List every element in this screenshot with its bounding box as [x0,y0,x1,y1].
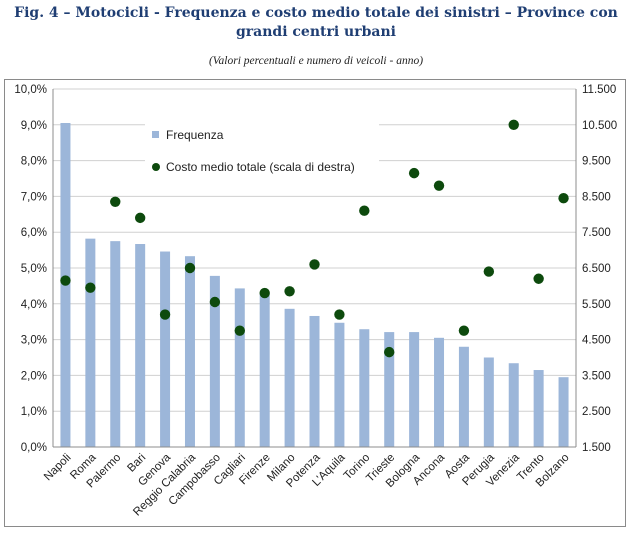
y-left-tick-label: 6,0% [21,227,47,239]
y-left-tick-label: 9,0% [21,120,47,132]
data-point [359,205,370,216]
data-point [184,262,196,274]
bar [284,308,295,447]
bar [434,337,445,447]
bar [359,329,370,447]
combo-chart: 0,0% 1,0% 2,0% 3,0% 4,0% 5,0% 6,0% 7,0% 8,0% 9,0%… [14,84,617,518]
bar [160,251,171,447]
y-left-tick-label: 5,0% [21,263,47,275]
legend-label: Costo medio totale (scala di destra) [166,160,355,174]
y-right-tick-label: 2.500 [582,406,611,418]
data-point [159,309,171,320]
y-left-tick-label: 8,0% [21,156,47,168]
bar [458,346,469,447]
y-left-tick-label: 1,0% [21,406,47,418]
y-right-tick-label: 7.500 [582,227,611,239]
y-right-tick-label: 8.500 [582,191,611,203]
y-right-tick-label: 11.500 [582,84,616,96]
bar [85,238,96,447]
bar [259,293,270,447]
data-point [558,192,569,204]
data-point [483,266,495,277]
data-point [259,287,270,299]
data-point [408,167,420,179]
data-point [458,325,470,336]
y-right-tick-label: 5.500 [582,299,611,311]
bar [334,322,345,447]
bar [558,377,569,447]
bar [209,275,220,447]
chart-frame: 0,0% 1,0% 2,0% 3,0% 4,0% 5,0% 6,0% 7,0% 8,0% 9,0%… [4,79,626,527]
bar [483,357,494,447]
y-left-tick-label: 2,0% [21,370,47,382]
y-right-tick-label: 10.500 [582,120,617,132]
data-point [110,196,121,207]
bar [234,288,245,447]
data-point [433,180,445,191]
bar [110,241,121,447]
y-right-tick-label: 1.500 [582,442,611,454]
bar [508,363,519,447]
figure-subtitle: (Valori percentuali e numero di veicoli … [208,55,424,67]
bar [309,315,320,447]
y-right-tick-label: 9.500 [582,156,611,168]
data-point [284,286,295,297]
bar [409,332,420,447]
data-point [134,212,146,224]
data-point [334,309,345,320]
legend-label: Frequenza [166,128,224,142]
figure-title: Fig. 4 – Motocicli - Frequenza e costo m… [14,5,618,40]
y-left-tick-label: 3,0% [21,335,47,347]
data-point [384,346,395,358]
data-point [309,259,320,270]
data-point [209,296,221,308]
data-point [234,325,245,336]
legend-swatch-bar [152,131,159,138]
bar [184,256,195,447]
data-point [533,273,544,284]
y-right-tick-label: 4.500 [582,335,611,347]
y-left-tick-label: 10,0% [14,84,47,96]
data-point [85,282,96,293]
x-tick-label: Napoli [42,452,74,484]
bar [135,244,146,447]
bar [384,332,395,447]
y-left-tick-label: 4,0% [21,299,47,311]
y-right-tick-label: 6.500 [582,263,611,275]
legend-swatch-point [152,163,160,171]
y-left-tick-label: 0,0% [21,442,47,454]
data-point [508,119,519,130]
legend-box [145,120,379,178]
y-left-tick-label: 7,0% [21,191,47,203]
data-point [60,275,71,286]
y-right-tick-label: 3.500 [582,370,611,382]
bar [533,370,544,447]
